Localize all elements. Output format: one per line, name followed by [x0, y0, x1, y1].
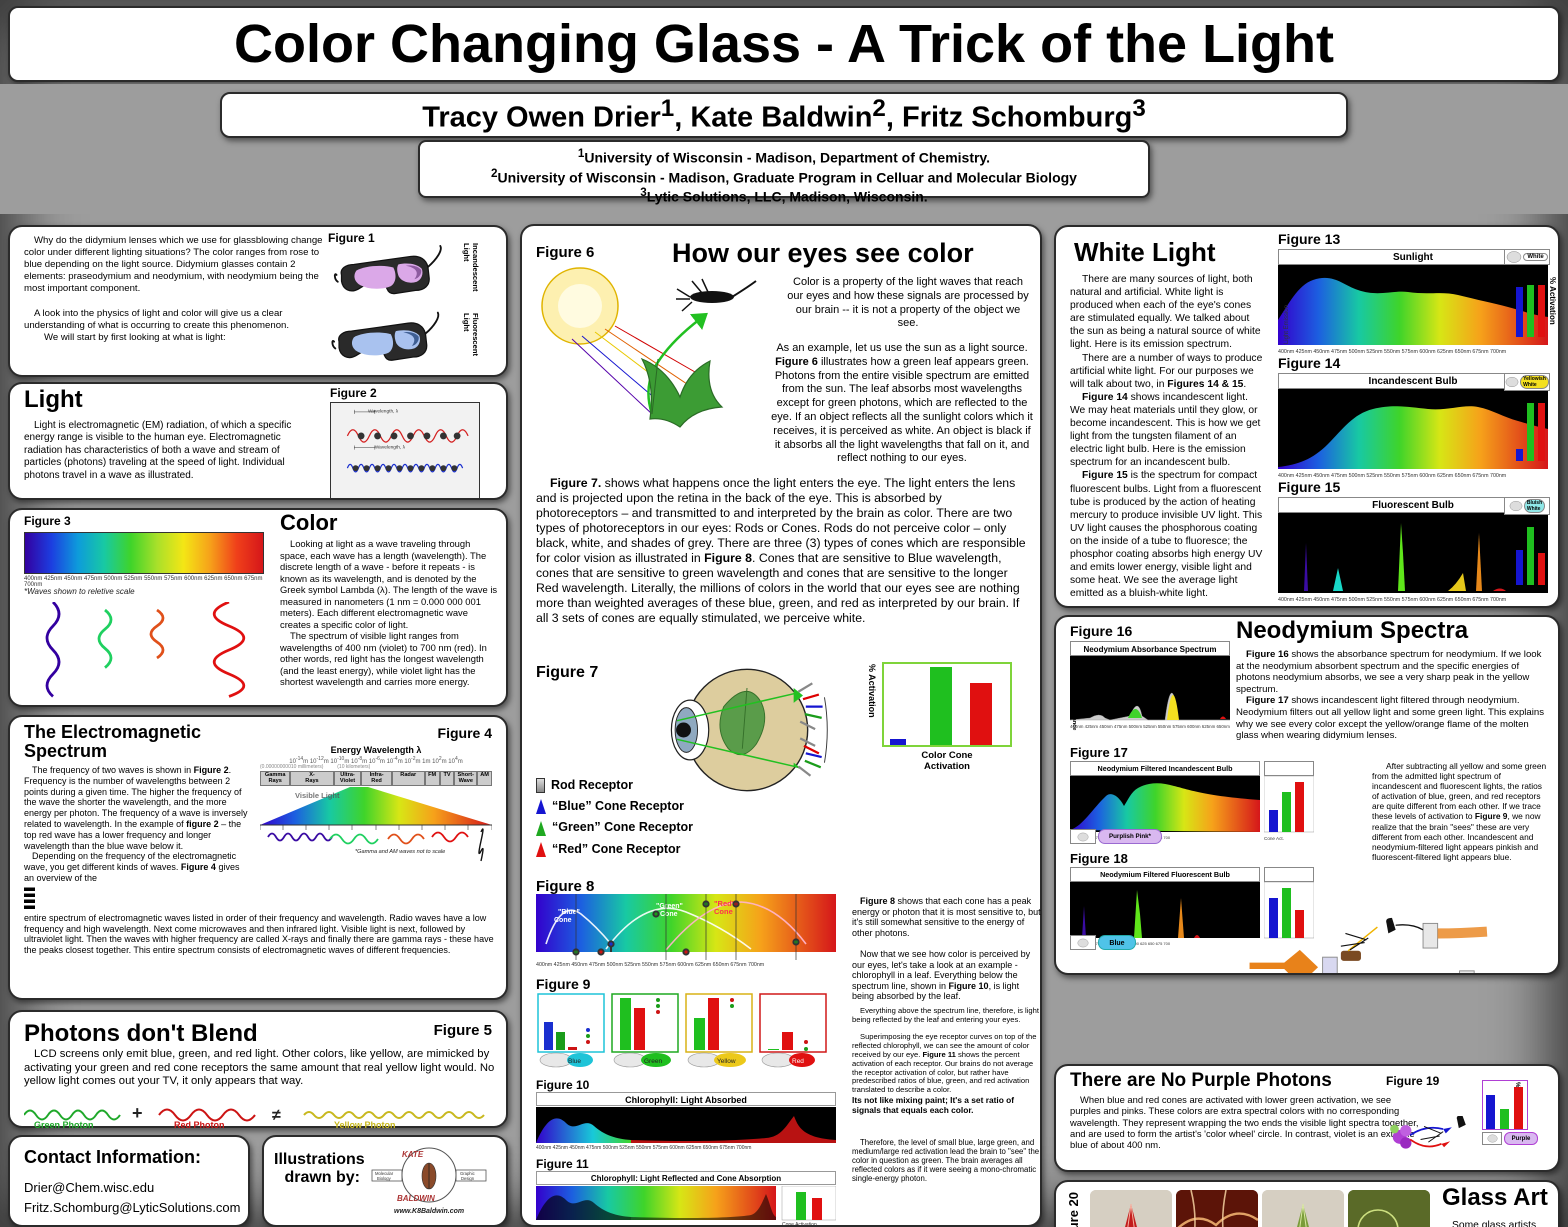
svg-text:Visible Light: Visible Light [295, 791, 340, 800]
svg-text:Red Photon: Red Photon [174, 1120, 225, 1130]
svg-text:Cone Act.: Cone Act. [1264, 836, 1284, 841]
svg-text:www.K8Baldwin.com: www.K8Baldwin.com [394, 1208, 464, 1215]
svg-text:Cone: Cone [714, 907, 733, 916]
svg-text:Yellow Photon: Yellow Photon [334, 1120, 396, 1130]
svg-text:Biology: Biology [377, 1176, 392, 1181]
svg-text:Blue: Blue [568, 1058, 581, 1065]
svg-text:Green Photon: Green Photon [34, 1120, 94, 1130]
svg-text:*Gamma and AM waves not to sca: *Gamma and AM waves not to scale [355, 849, 445, 855]
svg-text:KATE: KATE [402, 1150, 424, 1159]
svg-text:≠: ≠ [272, 1107, 281, 1124]
svg-text:BALDWIN: BALDWIN [397, 1194, 435, 1203]
svg-text:Cone: Cone [660, 911, 678, 918]
svg-text:400nm 425nm 450nm 475nm 500nm: 400nm 425nm 450nm 475nm 500nm 525nm 550n… [536, 1145, 751, 1151]
svg-text:400nm 425nm 450nm 475nm 500nm: 400nm 425nm 450nm 475nm 500nm 525nm 550n… [536, 962, 765, 968]
svg-text:"Green": "Green" [656, 903, 683, 910]
svg-text:Wavelength, λ: Wavelength, λ [368, 409, 399, 415]
svg-text:Cone: Cone [554, 917, 572, 924]
svg-text:Yellow: Yellow [717, 1058, 736, 1065]
svg-text:+: + [132, 1103, 143, 1123]
svg-text:Design: Design [461, 1176, 475, 1181]
svg-text:Light Emission: Light Emission [1284, 305, 1290, 344]
svg-text:Red: Red [792, 1058, 804, 1065]
svg-text:Green: Green [644, 1058, 662, 1065]
svg-text:Cone Activation: Cone Activation [782, 1222, 817, 1227]
svg-text:400nm 425nm 450nm 475nm 500nm: 400nm 425nm 450nm 475nm 500nm 525nm 550n… [1278, 597, 1507, 603]
svg-text:400nm 425nm 450nm 475nm 500nm: 400nm 425nm 450nm 475nm 500nm 525nm 550n… [1070, 724, 1230, 729]
svg-text:"Blue": "Blue" [558, 909, 580, 916]
svg-text:Wavelength, λ: Wavelength, λ [375, 444, 406, 450]
